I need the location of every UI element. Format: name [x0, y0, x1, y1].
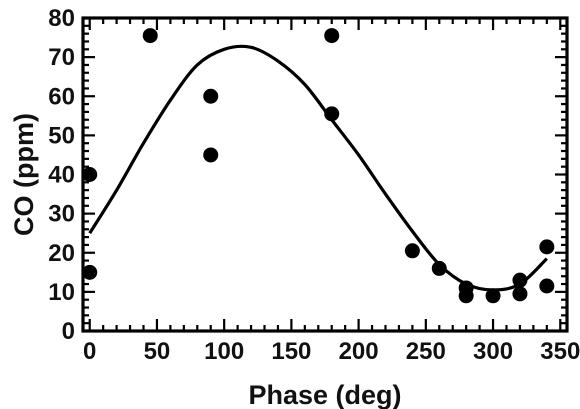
- data-point: [539, 278, 555, 294]
- data-point: [203, 147, 219, 163]
- data-point: [324, 106, 340, 122]
- x-tick-label: 350: [540, 338, 580, 365]
- y-tick-label: 30: [48, 201, 75, 228]
- y-tick-label: 70: [48, 44, 75, 71]
- plot-frame: [81, 16, 569, 333]
- x-tick-label: 300: [473, 338, 513, 365]
- x-tick-label: 0: [83, 338, 96, 365]
- x-tick-label: 150: [271, 338, 311, 365]
- y-tick-label: 20: [48, 240, 75, 267]
- x-axis-title: Phase (deg): [248, 380, 401, 409]
- x-tick-label: 250: [406, 338, 446, 365]
- y-tick-label: 10: [48, 279, 75, 306]
- x-tick-label: 200: [339, 338, 379, 365]
- data-point: [431, 260, 447, 276]
- axes: [81, 16, 569, 333]
- data-point: [82, 264, 98, 280]
- y-tick-label: 50: [48, 122, 75, 149]
- axis-ticks: [83, 16, 567, 333]
- data-point: [539, 239, 555, 255]
- y-tick-label: 60: [48, 83, 75, 110]
- data-point: [485, 288, 501, 304]
- data-point: [404, 243, 420, 259]
- y-axis-title: CO (ppm): [9, 113, 39, 236]
- y-tick-label: 0: [62, 318, 75, 345]
- data-point: [324, 28, 340, 44]
- x-tick-label: 100: [204, 338, 244, 365]
- y-tick-label: 80: [48, 5, 75, 32]
- data-point: [203, 88, 219, 104]
- y-tick-label: 40: [48, 162, 75, 189]
- data-point: [82, 167, 98, 182]
- tick-labels: 0 50 100 150 200 250 300 350 0 10 20 30 40 50 60 70 80: [48, 5, 580, 365]
- x-tick-label: 50: [144, 338, 171, 365]
- data-point: [142, 28, 158, 44]
- fit-curve: [88, 44, 548, 292]
- data-point: [512, 272, 528, 288]
- data-points: [82, 28, 555, 304]
- data-point: [458, 288, 474, 304]
- data-point: [512, 286, 528, 302]
